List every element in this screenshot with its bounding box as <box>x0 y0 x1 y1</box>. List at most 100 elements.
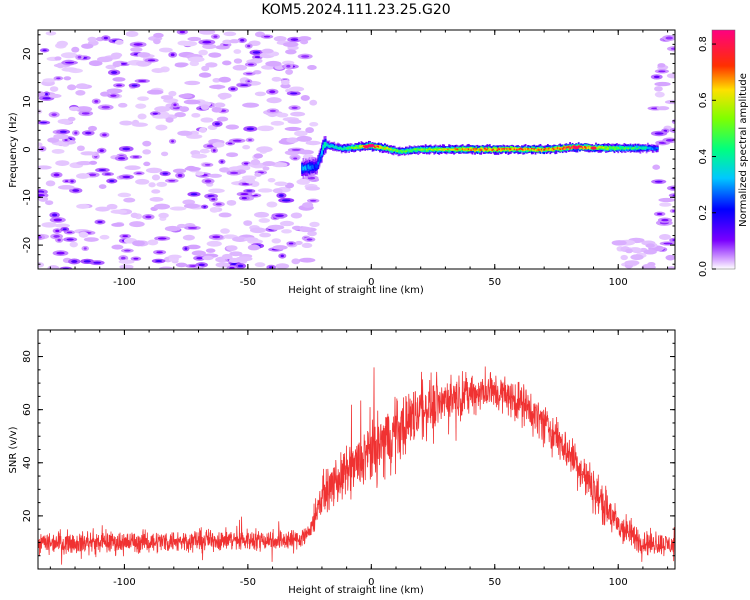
spectrogram-ytick-label: 0 <box>22 146 33 152</box>
spectrogram-track-cell <box>454 147 457 150</box>
spectrogram-track-cell <box>616 145 618 149</box>
spectrogram-track-cell <box>535 147 538 151</box>
spectrogram-noise-blob <box>184 166 201 171</box>
spectrogram-noise-blob <box>172 168 187 174</box>
spectrogram-track-cell <box>555 146 558 150</box>
spectrogram-noise-blob <box>243 237 259 242</box>
spectrogram-noise-blob <box>69 106 80 112</box>
spectrogram-track-cell <box>630 144 633 150</box>
spectrogram-track-cell <box>517 148 520 151</box>
spectrogram-y-ticks: -20 -10 0 10 20 <box>22 34 675 265</box>
spectrogram-noise-core <box>653 75 660 79</box>
spectrogram-noise-blob <box>153 203 171 210</box>
spectrogram-track-cell <box>423 148 426 150</box>
spectrogram-track-cell <box>648 147 650 150</box>
spectrogram-noise-core <box>248 138 252 141</box>
colorbar-tick-label: 0.6 <box>698 92 709 108</box>
spectrogram-noise-blob <box>219 167 231 173</box>
spectrogram-noise-core <box>40 121 47 124</box>
spectrogram-noise-core <box>213 35 218 38</box>
spectrogram-track-cell <box>569 147 571 150</box>
colorbar-label: Normalized spectral amplitude <box>738 73 749 227</box>
spectrogram-track-cell <box>359 146 362 149</box>
spectrogram-noise-blob <box>198 72 212 78</box>
spectrogram-track-cell <box>653 147 655 150</box>
spectrogram-noise-core <box>301 55 310 58</box>
spectrogram-track-cell <box>313 165 316 169</box>
spectrogram-noise-blob <box>76 83 89 89</box>
spectrogram-track-cell <box>650 146 653 149</box>
spectrogram-noise-blob <box>202 43 217 50</box>
spectrogram-track-cell <box>470 147 473 151</box>
spectrogram-noise-blob <box>261 48 274 54</box>
spectrogram-noise-core <box>98 169 107 172</box>
spectrogram-noise-core <box>290 38 299 41</box>
spectrogram-noise-core <box>310 199 317 202</box>
spectrogram-noise-blob <box>98 184 107 189</box>
spectrogram-noise-blob <box>118 259 135 264</box>
spectrogram-noise-core <box>74 131 78 135</box>
spectrogram-track-cell <box>480 147 483 151</box>
spectrogram-noise-core <box>240 193 249 196</box>
spectrogram-xtick-label: 50 <box>488 277 501 288</box>
spectrogram-noise-blob <box>258 218 271 223</box>
spectrogram-noise-blob <box>215 262 231 268</box>
spectrogram-noise-blob <box>152 114 169 119</box>
spectrogram-noise-core <box>670 47 675 51</box>
spectrogram-noise-blob <box>71 46 80 53</box>
spectrogram-track-cell <box>355 147 358 149</box>
spectrogram-track-cell <box>567 146 570 148</box>
spectrogram-noise-core <box>157 237 167 240</box>
spectrogram-track-cell <box>638 146 641 148</box>
spectrogram-track-cell <box>419 149 422 151</box>
spectrogram-track-cell <box>539 149 542 151</box>
spectrogram-track-cell <box>617 147 620 149</box>
colorbar-tick-label: 0.2 <box>698 205 709 221</box>
spectrogram-track-cell <box>643 147 646 150</box>
spectrogram-track-cell <box>550 148 553 151</box>
spectrogram-track-cell <box>564 147 567 150</box>
spectrogram-noise-blob <box>226 199 237 206</box>
spectrogram-noise-blob <box>137 52 151 58</box>
spectrogram-noise-core <box>665 138 674 142</box>
spectrogram-noise-core <box>122 175 131 179</box>
snr-ytick-label: 40 <box>22 456 33 469</box>
spectrogram-noise-core <box>204 163 211 166</box>
spectrogram-track-cell <box>432 149 434 152</box>
spectrogram-noise-blob <box>106 88 123 94</box>
colorbar: 0.0 0.2 0.4 0.6 0.8 Normalized spectral ampl… <box>698 29 749 277</box>
spectrogram-noise-blob <box>232 64 248 71</box>
spectrogram-track-cell <box>403 150 406 153</box>
spectrogram-track-cell <box>460 147 463 153</box>
spectrogram-hotspot <box>573 145 580 150</box>
spectrogram-track-cell <box>530 147 533 150</box>
spectrogram-track-cell <box>493 148 496 151</box>
snr-y-ticks: 20 40 60 80 <box>22 329 675 570</box>
spectrogram-track-cell <box>328 144 331 147</box>
spectrogram-track-cell <box>351 146 354 149</box>
spectrogram-track-cell <box>550 147 553 150</box>
spectrogram-track-cell <box>416 148 418 151</box>
spectrogram-noise-core <box>212 149 216 152</box>
spectrogram-track-cell <box>587 145 590 148</box>
spectrogram-noise-blob <box>87 36 97 42</box>
spectrogram-noise-core <box>654 132 664 135</box>
spectrogram-noise-blob <box>301 242 313 249</box>
spectrogram-noise-blob <box>202 255 214 261</box>
spectrogram-track-cell <box>597 147 600 150</box>
spectrogram-noise-blob <box>276 112 289 118</box>
spectrogram-track-cell <box>343 147 346 150</box>
spectrogram-track-cell <box>529 148 532 152</box>
spectrogram-track-cell <box>303 165 306 170</box>
spectrogram-noise-blob <box>305 127 314 134</box>
spectrogram-noise-blob <box>200 104 210 110</box>
spectrogram-track-cell <box>302 166 305 171</box>
spectrogram-noise-core <box>230 87 236 91</box>
spectrogram-noise-core <box>77 55 82 59</box>
spectrogram-noise-core <box>230 171 239 175</box>
spectrogram-track-cell <box>306 165 309 169</box>
spectrogram-noise-blob <box>265 60 282 67</box>
spectrogram-noise-core <box>661 218 669 222</box>
spectrogram-noise-blob <box>288 86 305 92</box>
spectrogram-noise-core <box>53 173 60 177</box>
